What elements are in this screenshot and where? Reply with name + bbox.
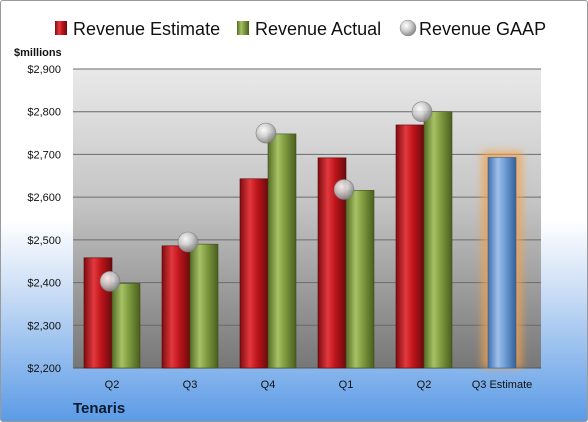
y-tick-label: $2,500 — [27, 235, 61, 247]
y-axis-ticks: $2,200 $2,300 $2,400 $2,500 $2,600 $2,700 $2,8… — [27, 64, 61, 375]
x-tick-label: Q2 — [417, 379, 432, 391]
bar-revenue-estimate — [395, 124, 425, 369]
gaap-marker — [99, 270, 121, 292]
bars — [83, 111, 522, 369]
legend-label: Revenue GAAP — [419, 19, 546, 39]
legend-swatch — [237, 21, 249, 35]
bar-revenue-actual — [423, 111, 453, 369]
y-tick-label: $2,200 — [27, 363, 61, 375]
gaap-marker — [177, 231, 199, 253]
y-tick-label: $2,700 — [27, 149, 61, 161]
y-tick-label: $2,800 — [27, 107, 61, 119]
plot-area — [73, 69, 541, 368]
gaap-markers — [99, 101, 433, 292]
legend-swatch — [55, 21, 67, 35]
x-axis-ticks: Q2 Q3 Q4 Q1 Q2 Q3 Estimate — [105, 379, 533, 391]
legend-label: Revenue Estimate — [73, 19, 220, 39]
gaap-marker — [333, 179, 355, 200]
legend: Revenue Estimate Revenue Actual Revenue GA… — [55, 19, 546, 39]
x-tick-label: Q3 — [183, 379, 198, 391]
y-tick-label: $2,300 — [27, 320, 61, 332]
bar-revenue-actual — [267, 133, 297, 369]
x-tick-label: Q4 — [261, 379, 276, 391]
y-tick-label: $2,600 — [27, 192, 61, 204]
gaap-marker — [411, 101, 433, 123]
gaap-marker — [255, 122, 277, 144]
y-tick-label: $2,900 — [27, 64, 61, 76]
x-tick-label: Q2 — [105, 379, 120, 391]
x-tick-label: Q1 — [339, 379, 354, 391]
bar-revenue-actual — [345, 190, 375, 369]
bar-revenue-estimate — [161, 245, 191, 369]
unit-label: $millions — [14, 47, 62, 59]
bar-revenue-estimate — [487, 157, 517, 369]
gridlines — [73, 68, 541, 369]
x-tick-label: Q3 Estimate — [472, 379, 533, 391]
company-name: Tenaris — [73, 400, 125, 417]
y-tick-label: $2,400 — [27, 278, 61, 290]
bar-revenue-actual — [189, 243, 219, 369]
legend-label: Revenue Actual — [255, 19, 381, 39]
bar-revenue-actual — [111, 283, 141, 369]
bar-revenue-estimate — [239, 178, 269, 369]
legend-swatch — [399, 19, 417, 37]
